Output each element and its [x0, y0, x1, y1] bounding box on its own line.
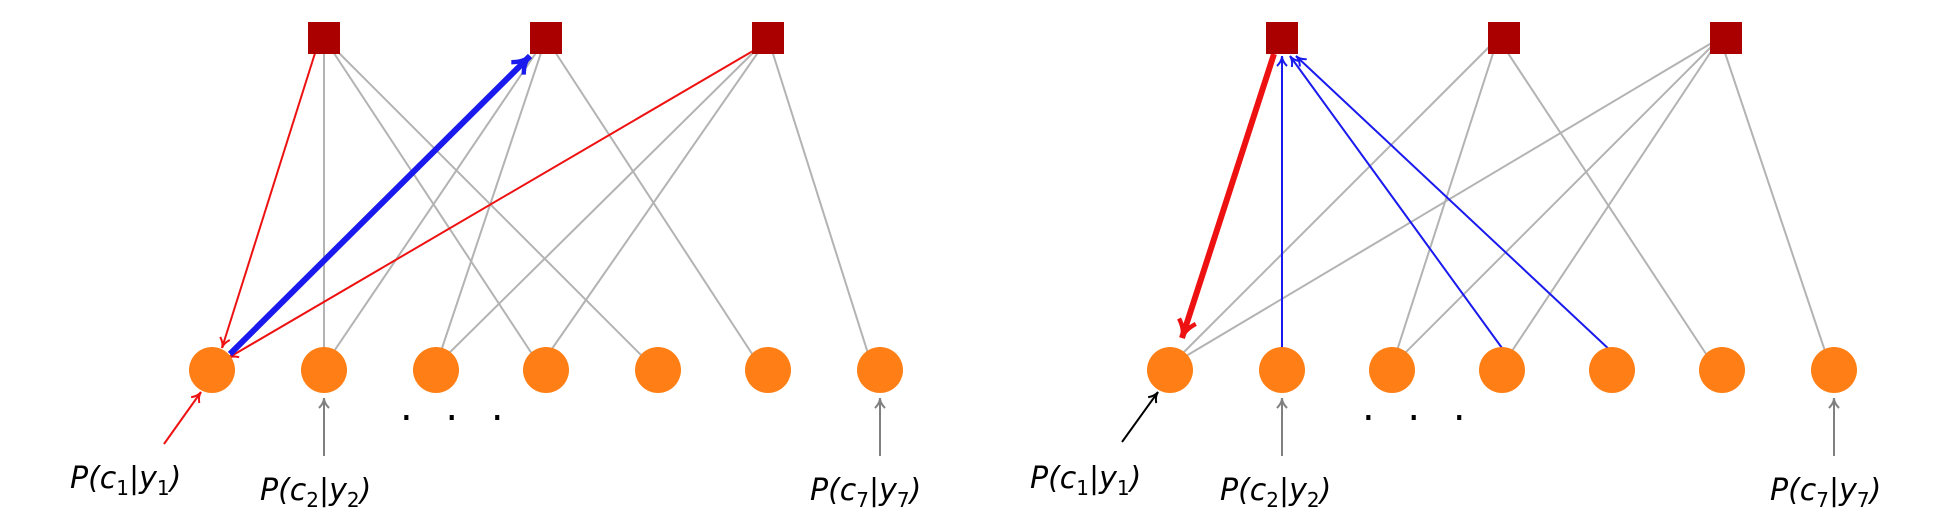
variable-node [745, 347, 791, 393]
message-blue [227, 53, 533, 357]
factor-node [530, 22, 562, 54]
left-message-edges [219, 47, 759, 359]
message-red [1177, 53, 1277, 339]
variable-node [301, 347, 347, 393]
right-panel: . . . P(c1|y1) P(c2|y2) P(c7|y7) [1030, 22, 1881, 512]
ellipsis: . . . [400, 384, 514, 430]
right-factors [1266, 22, 1742, 54]
prob-label: P(c7|y7) [1770, 473, 1881, 512]
left-labels: P(c1|y1) P(c2|y2) P(c7|y7) [70, 461, 921, 512]
edge [1719, 37, 1831, 367]
edge [1501, 37, 1721, 367]
variable-node [413, 347, 459, 393]
left-panel: . . . P(c1|y1) P(c2|y2) P(c7|y7) [70, 22, 921, 512]
edge [435, 37, 547, 367]
edge [1175, 37, 1721, 363]
edge [323, 37, 653, 367]
right-message-edges [1177, 53, 1613, 353]
prob-label: P(c2|y2) [1220, 473, 1331, 512]
right-gray-edges [1169, 37, 1831, 367]
input-arrow [1121, 391, 1159, 443]
edge [1169, 37, 1499, 367]
variable-node [189, 347, 235, 393]
variable-node [1589, 347, 1635, 393]
prob-label: P(c2|y2) [260, 473, 371, 512]
left-variables [189, 347, 903, 393]
edge [767, 37, 873, 367]
input-arrow [163, 391, 202, 445]
edge [539, 37, 769, 367]
edge [323, 37, 541, 367]
edge [435, 37, 769, 367]
message-red [227, 47, 759, 359]
variable-node [1259, 347, 1305, 393]
right-input-arrows [1121, 391, 1840, 456]
left-gray-edges [323, 37, 873, 367]
message-blue [1295, 55, 1613, 353]
prob-label: P(c7|y7) [810, 473, 921, 512]
variable-node [523, 347, 569, 393]
message-red [219, 49, 317, 349]
factor-node [752, 22, 784, 54]
variable-node [1369, 347, 1415, 393]
edge [323, 37, 547, 367]
variable-node [1479, 347, 1525, 393]
factor-node [1710, 22, 1742, 54]
prob-label: P(c1|y1) [1030, 461, 1141, 500]
right-variables [1147, 347, 1857, 393]
right-labels: P(c1|y1) P(c2|y2) P(c7|y7) [1030, 461, 1881, 512]
variable-node [1147, 347, 1193, 393]
ellipsis: . . . [1362, 384, 1476, 430]
factor-node [308, 22, 340, 54]
edge [1497, 37, 1715, 367]
variable-node [857, 347, 903, 393]
left-factors [308, 22, 784, 54]
message-blue [1289, 55, 1503, 349]
left-input-arrows [163, 391, 886, 456]
factor-node [1266, 22, 1298, 54]
variable-node [1699, 347, 1745, 393]
variable-node [1811, 347, 1857, 393]
factor-node [1488, 22, 1520, 54]
edge [1391, 37, 1721, 367]
variable-node [635, 347, 681, 393]
prob-label: P(c1|y1) [70, 461, 181, 500]
